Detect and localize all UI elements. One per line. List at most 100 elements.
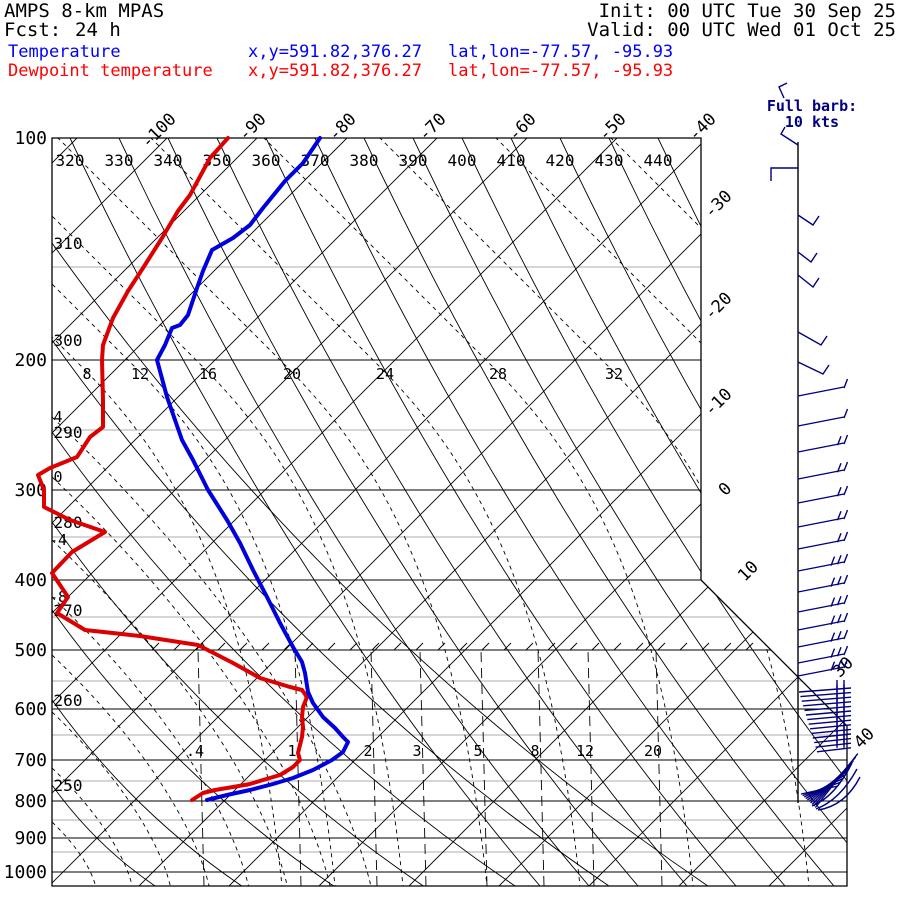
dry-adiabat	[52, 521, 424, 886]
moist-adiabat	[844, 371, 847, 886]
isotherm-line	[678, 138, 847, 886]
wind-barb	[797, 469, 845, 480]
barb-tick	[836, 436, 842, 446]
dry-adiabat	[314, 138, 786, 886]
full-barb-line2: 10 kts	[784, 113, 840, 131]
barb-tick	[843, 594, 849, 605]
moist-adiabat	[52, 654, 210, 886]
barb-tick	[836, 631, 842, 641]
isotherm-tick	[349, 642, 358, 651]
barb-tick	[843, 612, 849, 623]
barb-tick	[843, 434, 849, 445]
dry-adiabat	[52, 699, 242, 886]
mixing-ratio-label: .4	[186, 742, 204, 760]
dry-adiabat	[363, 138, 835, 886]
isotherm-label-right: -10	[701, 385, 737, 421]
isotherm-line	[52, 138, 168, 886]
moist-adiabat-label: 20	[283, 365, 301, 383]
isotherm-tick	[415, 642, 424, 651]
barb-tick	[836, 533, 842, 543]
moist-adiabat-label: 12	[131, 365, 149, 383]
isotherm-line	[52, 138, 618, 886]
legend-temperature-latlon: lat,lon=-77.57, -95.93	[448, 42, 674, 62]
legend-dewpoint-xy: x,y=591.82,376.27	[248, 61, 422, 81]
barb-tick	[830, 661, 836, 671]
barb-tick	[830, 597, 836, 607]
moist-adiabat	[52, 476, 331, 886]
wind-barb	[797, 582, 845, 593]
full-barb-line1: Full barb:	[766, 97, 858, 115]
mixing-ratio-label: 8	[530, 742, 539, 760]
isotherm-tick	[239, 642, 248, 651]
isotherm-tick	[701, 642, 710, 651]
isotherm-tick	[261, 642, 270, 651]
wind-barb	[801, 696, 852, 702]
isotherm-label-right: 0	[715, 479, 736, 500]
theta-label-top: 320	[56, 151, 85, 170]
moist-adiabat-label: 8	[82, 365, 91, 383]
barb-tick	[836, 487, 842, 497]
isotherm-tick	[217, 642, 226, 651]
barb-tick	[843, 645, 849, 656]
isotherm-line	[52, 138, 798, 886]
theta-label-top: 360	[252, 151, 281, 170]
barb-tick	[836, 555, 842, 565]
barb-tick	[843, 531, 849, 542]
legend-dewpoint-label: Dewpoint temperature	[8, 61, 213, 81]
isotherm-label-right: 10	[734, 557, 763, 586]
isotherm-tick	[613, 642, 622, 651]
theta-label-left: 300	[54, 331, 83, 350]
moist-adiabat	[610, 138, 846, 373]
barb-tick	[836, 576, 842, 586]
wind-barb	[797, 561, 845, 572]
isotherm-line	[228, 138, 847, 886]
moist-adiabat	[52, 711, 171, 886]
theta-label-top: 430	[595, 151, 624, 170]
valid-time: Valid: 00 UTC Wed 01 Oct 25	[587, 19, 896, 41]
isotherm-label-top: -70	[415, 109, 451, 145]
pressure-axis-label: 100	[14, 128, 47, 149]
wind-barb-column	[770, 82, 861, 811]
theta-label-left: 310	[54, 234, 83, 253]
dry-adiabat	[52, 431, 516, 886]
isotherm-tick	[635, 642, 644, 651]
moist-adiabat	[52, 596, 249, 886]
isotherm-tick	[679, 642, 688, 651]
barb-tick	[836, 647, 842, 657]
moist-adiabat-label: 32	[605, 365, 623, 383]
isotherm-tick	[459, 642, 468, 651]
mixing-ratio-line	[655, 649, 663, 886]
barb-tick	[830, 615, 836, 625]
isotherm-tick	[657, 642, 666, 651]
isotherm-line	[52, 138, 438, 886]
isotherm-tick	[393, 642, 402, 651]
moist-adiabat-label: 0	[53, 468, 62, 486]
theta-label-left: 260	[54, 691, 83, 710]
theta-label-top: 440	[644, 151, 673, 170]
wind-barb	[778, 82, 788, 99]
plot-border	[51, 137, 848, 887]
wind-barb	[797, 539, 845, 550]
mixing-ratio-label: 2	[363, 742, 372, 760]
wind-barb	[797, 416, 845, 427]
moist-adiabat	[840, 138, 847, 373]
isotherm-tick	[745, 642, 754, 651]
wind-barb	[797, 274, 820, 289]
moist-adiabat-label: 28	[489, 365, 507, 383]
mixing-ratio-label: 3	[412, 742, 421, 760]
wind-barb	[797, 493, 845, 504]
dewpoint-curve	[36, 136, 309, 802]
isotherm-tick	[503, 642, 512, 651]
mixing-ratio-line	[370, 649, 378, 886]
barb-tick	[830, 577, 836, 587]
wind-barb	[797, 251, 818, 264]
wind-barb	[811, 762, 853, 807]
wind-barb	[780, 126, 799, 146]
fcst-label: Fcst:	[4, 19, 62, 41]
dry-adiabat	[461, 138, 847, 886]
wind-barb	[797, 331, 828, 346]
wind-barb	[797, 386, 845, 397]
barb-tick	[830, 632, 836, 642]
